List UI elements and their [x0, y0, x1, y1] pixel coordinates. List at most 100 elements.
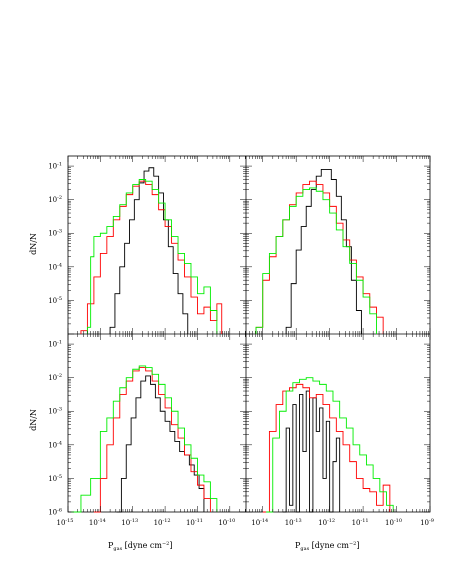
x-tick-label: 10-12 [154, 518, 171, 527]
x-title-units: [dyne cm [122, 541, 162, 550]
series-black-line [116, 375, 205, 513]
tick-base: 10 [48, 196, 57, 204]
y-tick-label: 10-1 [48, 340, 62, 349]
series-black-line [285, 168, 362, 334]
tick-exponent: -4 [57, 440, 62, 446]
panel-top-right [255, 168, 384, 334]
tick-exponent: -5 [57, 474, 62, 480]
tick-base: 10 [48, 163, 57, 171]
tick-base: 10 [318, 519, 327, 527]
tick-base: 10 [48, 297, 57, 305]
series-red-line [255, 180, 384, 334]
tick-exponent: -2 [57, 373, 62, 379]
y-tick-label: 10-1 [48, 162, 62, 171]
tick-exponent: -10 [227, 518, 235, 524]
tick-exponent: -11 [361, 518, 369, 524]
y-tick-label: 10-3 [48, 229, 62, 238]
tick-base: 10 [352, 519, 361, 527]
tick-exponent: -4 [57, 262, 62, 268]
tick-labels-group: 10-510-410-310-210-110-610-510-410-310-2… [48, 162, 434, 527]
tick-exponent: -12 [327, 518, 335, 524]
tick-exponent: -10 [394, 518, 402, 524]
tick-exponent: -11 [195, 518, 203, 524]
tick-exponent: -14 [260, 518, 268, 524]
x-title-units-exp: −2 [162, 541, 169, 547]
tick-exponent: -1 [57, 340, 62, 346]
tick-base: 10 [48, 230, 57, 238]
series-red-line [262, 383, 391, 513]
y-tick-label: 10-5 [48, 296, 62, 305]
y-tick-label: 10-4 [48, 262, 62, 271]
ticks-group [67, 156, 431, 513]
tick-base: 10 [48, 441, 57, 449]
tick-base: 10 [420, 519, 429, 527]
series-red-line [80, 180, 223, 334]
tick-base: 10 [48, 341, 57, 349]
tick-exponent: -15 [65, 518, 73, 524]
x-tick-label: 10-12 [318, 518, 335, 527]
tick-base: 10 [251, 519, 260, 527]
x-title-close: ] [356, 541, 359, 550]
tick-base: 10 [48, 263, 57, 271]
tick-exponent: -13 [294, 518, 302, 524]
x-tick-label: 10-14 [89, 518, 106, 527]
x-axis-title-right: Pgas [dyne cm−2] [295, 541, 359, 552]
x-tick-label: 10-10 [218, 518, 235, 527]
x-tick-label: 10-13 [285, 518, 302, 527]
x-title-main: P [295, 541, 301, 550]
panel-bottom-left [71, 365, 218, 513]
x-axis-title-left: Pgas [dyne cm−2] [108, 541, 172, 552]
tick-exponent: -13 [130, 518, 138, 524]
x-title-sub: gas [113, 546, 122, 552]
y-axis-title-top: dN/N [29, 233, 38, 255]
y-tick-label: 10-2 [48, 373, 62, 382]
tick-base: 10 [48, 475, 57, 483]
tick-exponent: -14 [98, 518, 106, 524]
tick-exponent: -1 [57, 162, 62, 168]
y-tick-label: 10-3 [48, 407, 62, 416]
x-title-close: ] [169, 541, 172, 550]
tick-base: 10 [186, 519, 195, 527]
y-tick-label: 10-4 [48, 440, 62, 449]
tick-base: 10 [121, 519, 130, 527]
x-title-main: P [108, 541, 114, 550]
tick-exponent: -12 [163, 518, 171, 524]
y-tick-label: 10-2 [48, 195, 62, 204]
series-green-line [86, 179, 218, 334]
tick-base: 10 [48, 374, 57, 382]
tick-base: 10 [154, 519, 163, 527]
y-tick-label: 10-5 [48, 474, 62, 483]
x-title-sub: gas [300, 546, 309, 552]
tick-exponent: -5 [57, 296, 62, 302]
tick-base: 10 [385, 519, 394, 527]
series-green-line [255, 187, 377, 334]
series-green-line [71, 365, 218, 513]
tick-base: 10 [89, 519, 98, 527]
x-tick-label: 10-11 [352, 518, 369, 527]
x-tick-label: 10-14 [251, 518, 268, 527]
x-tick-label: 10-13 [121, 518, 138, 527]
x-tick-label: 10-9 [420, 518, 434, 527]
series-green-line [266, 377, 394, 513]
panel-bottom-right [262, 377, 394, 513]
x-title-units: [dyne cm [309, 541, 349, 550]
x-tick-label: 10-10 [385, 518, 402, 527]
tick-exponent: -3 [57, 407, 62, 413]
tick-base: 10 [285, 519, 294, 527]
tick-base: 10 [48, 509, 57, 517]
series-black-line [282, 390, 341, 513]
tick-exponent: -2 [57, 195, 62, 201]
tick-base: 10 [48, 408, 57, 416]
x-tick-label: 10-15 [57, 518, 74, 527]
tick-exponent: -3 [57, 229, 62, 235]
tick-exponent: -6 [57, 508, 62, 514]
series-red-line [93, 367, 211, 513]
x-title-units-exp: −2 [349, 541, 356, 547]
tick-base: 10 [218, 519, 227, 527]
tick-base: 10 [57, 519, 66, 527]
y-axis-title-bottom: dN/N [29, 409, 38, 431]
series-black-line [109, 167, 189, 334]
panel-top-left [80, 167, 223, 334]
x-tick-label: 10-11 [186, 518, 203, 527]
